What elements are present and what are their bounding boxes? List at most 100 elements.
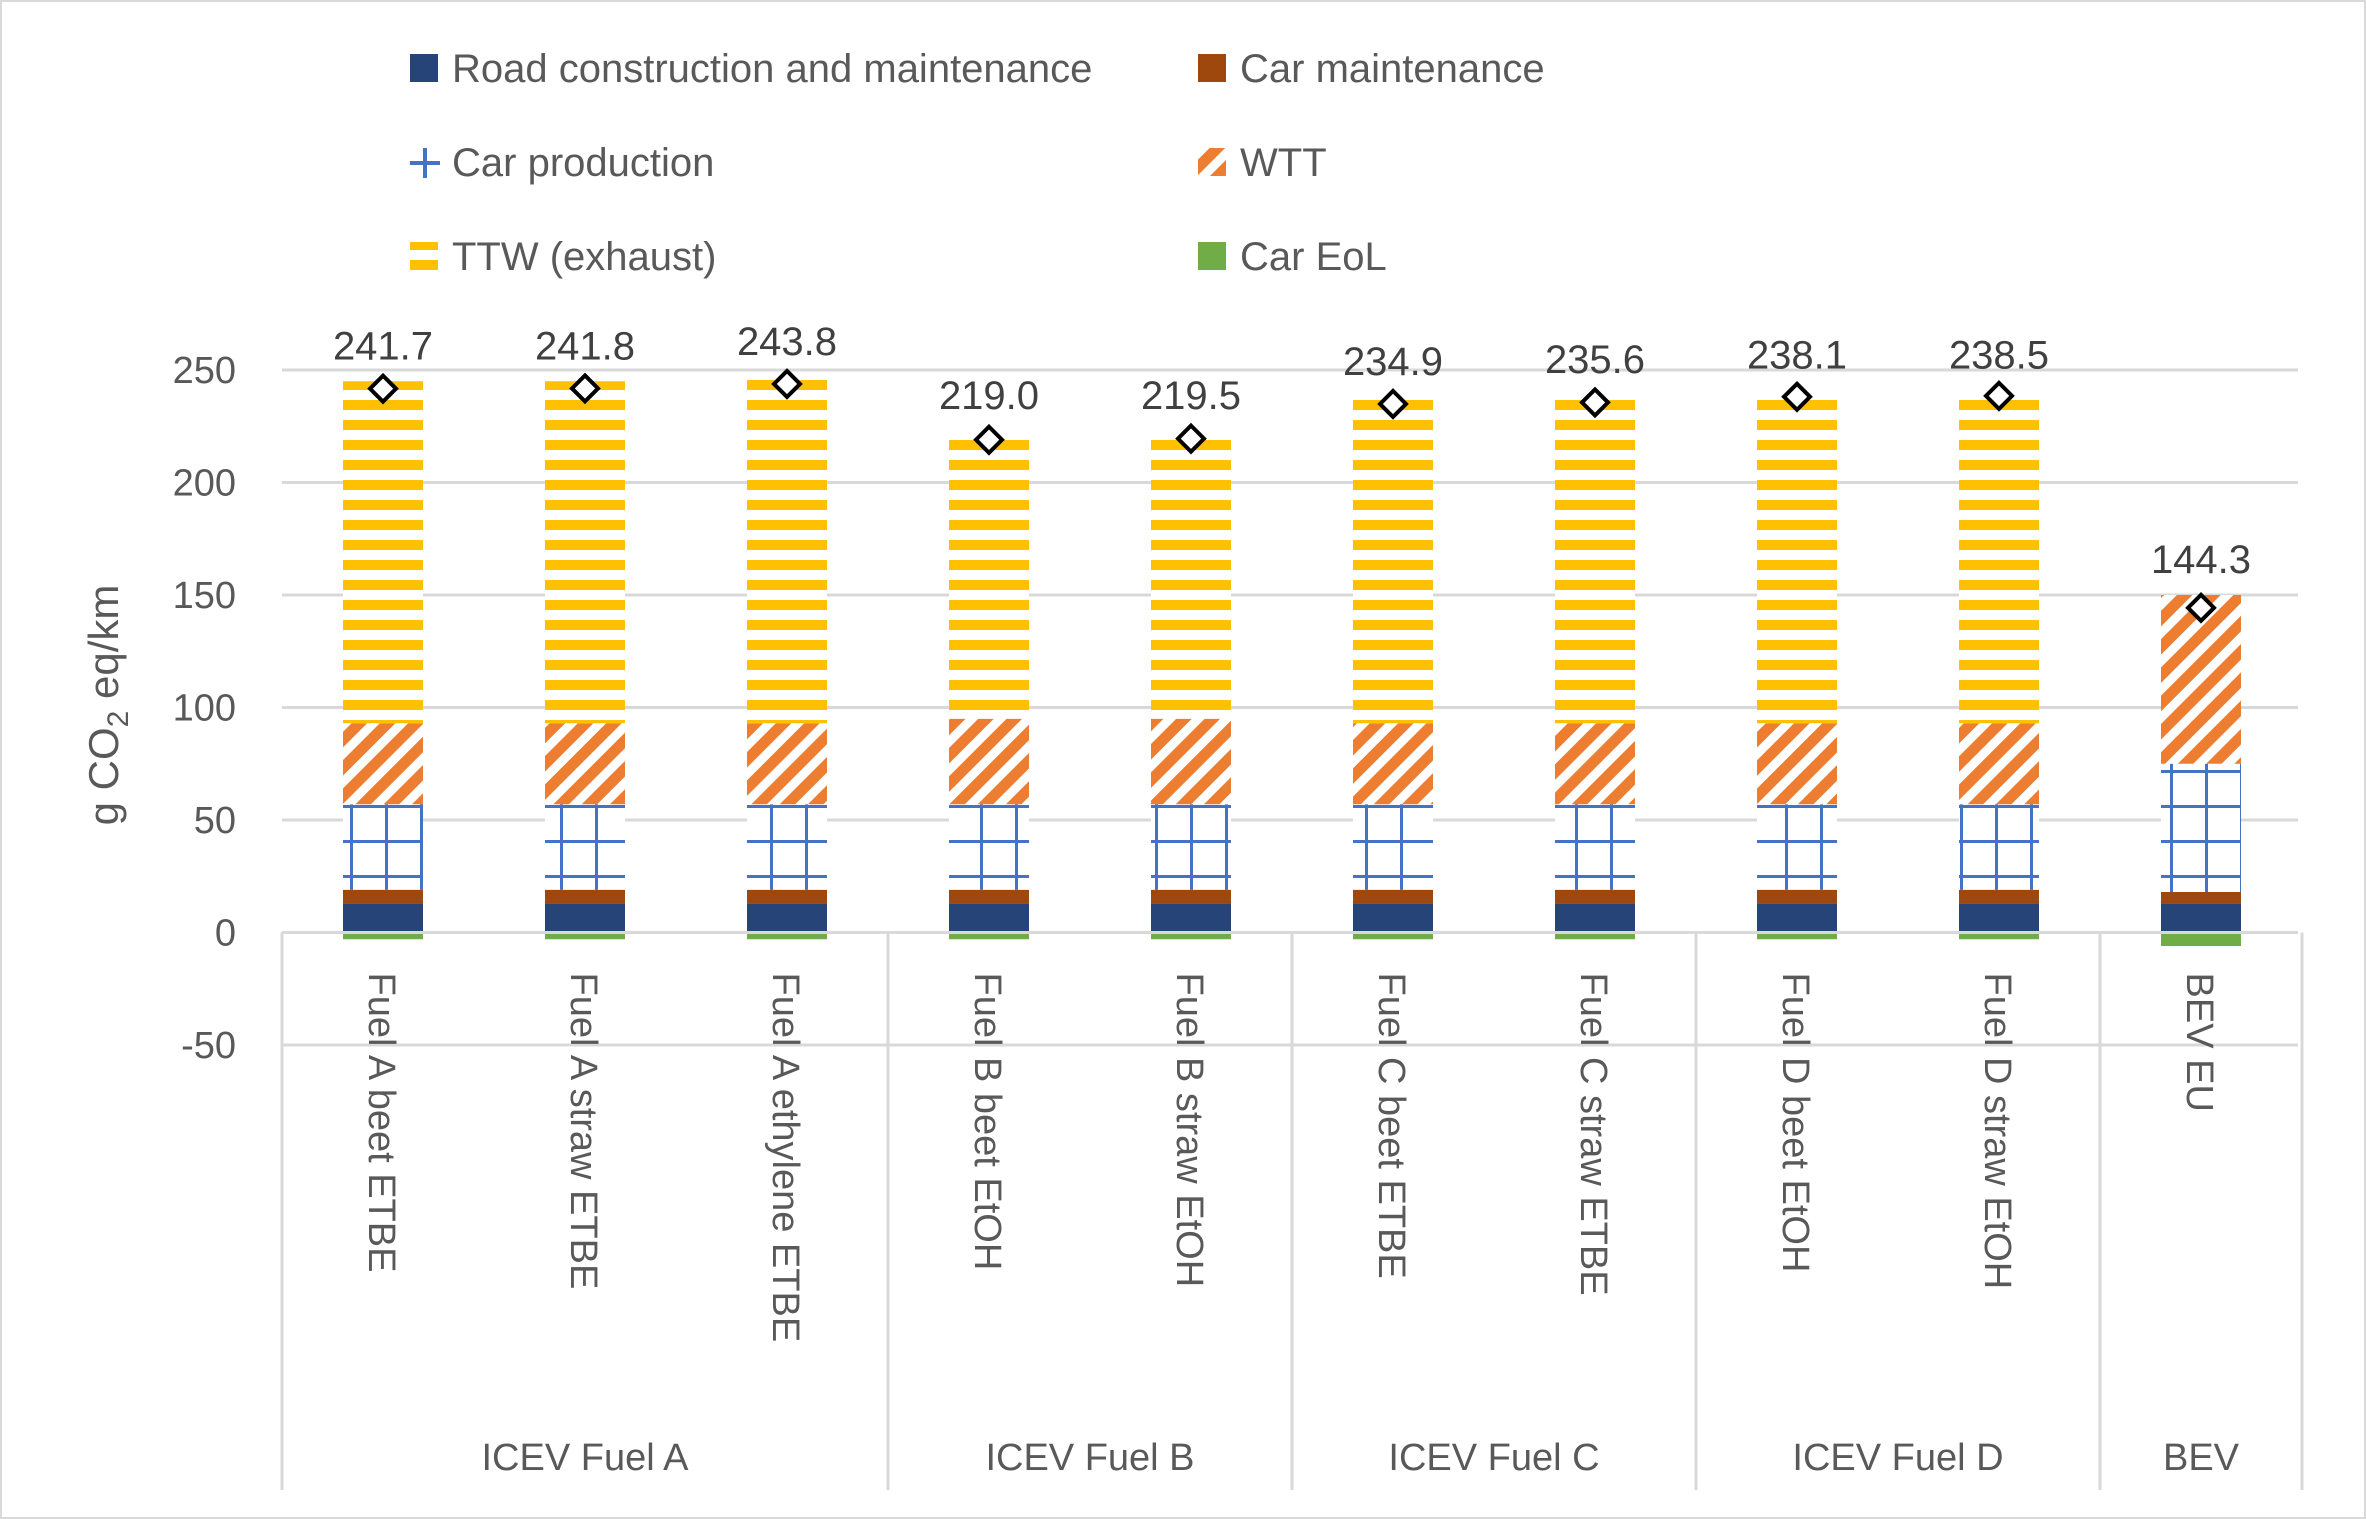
bar-segment-6 <box>545 932 625 940</box>
legend-key <box>410 54 438 82</box>
bar-segment-5 <box>747 376 827 724</box>
y-axis-title-part-1: g CO <box>80 727 127 825</box>
bar-segment-1 <box>1353 903 1433 933</box>
total-value-label: 241.7 <box>333 324 433 368</box>
group-label: ICEV Fuel C <box>1388 1437 1599 1479</box>
bar-segment-1 <box>1555 903 1635 933</box>
bar-segment-1 <box>747 903 827 933</box>
legend: Road construction and maintenance Car mai… <box>410 47 1545 279</box>
total-value-label: 219.5 <box>1141 374 1241 418</box>
bar-segment-1 <box>2161 903 2241 933</box>
total-value-label: 241.8 <box>535 324 635 368</box>
total-marker <box>367 372 399 405</box>
total-marker <box>569 372 601 405</box>
x-axis: Fuel A beet ETBE Fuel A straw ETBE Fuel A … <box>280 931 2304 1490</box>
total-value-label: 234.9 <box>1343 340 1443 384</box>
bar-segment-3 <box>1353 804 1433 890</box>
category-label: Fuel A straw ETBE <box>562 973 604 1290</box>
legend-label: Road construction and maintenance <box>452 47 1092 91</box>
category-label: Fuel C beet ETBE <box>1370 973 1412 1279</box>
bar-segment-6 <box>1959 932 2039 940</box>
category-label: Fuel B beet EtOH <box>966 973 1008 1271</box>
total-marker <box>1579 386 1611 419</box>
bar-segment-4 <box>343 723 423 805</box>
total-markers: 241.7 241.8 243.8 219.0 219.5 234.9 235.6 238.1… <box>333 320 2251 624</box>
y-axis-title: g CO2 eq/km <box>80 585 135 826</box>
total-value-label: 144.3 <box>2151 538 2251 582</box>
bar-segment-1 <box>1757 903 1837 933</box>
bar-segment-5 <box>545 381 625 724</box>
bar-segment-3 <box>1757 804 1837 890</box>
group-label: ICEV Fuel A <box>482 1437 690 1479</box>
bar-segment-5 <box>1353 397 1433 724</box>
y-tick-label: 200 <box>173 463 236 505</box>
total-marker <box>973 423 1005 456</box>
total-value-label: 243.8 <box>737 320 837 364</box>
category-label: BEV EU <box>2178 973 2220 1112</box>
bar-segment-4 <box>747 723 827 805</box>
category-label: Fuel A beet ETBE <box>360 973 402 1273</box>
y-tick-label: 0 <box>215 913 236 955</box>
total-value-label: 235.6 <box>1545 338 1645 382</box>
y-axis-title-part-3: eq/km <box>80 585 127 711</box>
bar-segment-2 <box>343 889 423 904</box>
category-label: Fuel D beet EtOH <box>1774 973 1816 1273</box>
bar-segment-5 <box>1151 430 1231 719</box>
bar-segment-1 <box>949 903 1029 933</box>
bar-segment-4 <box>1757 723 1837 805</box>
group-label: ICEV Fuel B <box>985 1437 1194 1479</box>
bar-segment-3 <box>1959 804 2039 890</box>
total-marker <box>771 368 803 400</box>
bars <box>343 376 2241 946</box>
total-marker <box>2185 591 2217 624</box>
bar-segment-2 <box>1555 889 1635 904</box>
legend-label: Car EoL <box>1240 235 1387 279</box>
legend-key <box>410 242 438 270</box>
total-marker <box>1983 380 2015 412</box>
category-label: Fuel A ethylene ETBE <box>764 973 806 1343</box>
bar-segment-6 <box>1757 932 1837 940</box>
legend-key <box>1198 54 1226 82</box>
total-value-label: 219.0 <box>939 374 1039 418</box>
bar-segment-2 <box>2161 892 2241 904</box>
bar-segment-6 <box>1353 932 1433 940</box>
category-label: Fuel B straw EtOH <box>1168 973 1210 1288</box>
legend-key <box>410 148 440 178</box>
bar-segment-4 <box>1353 723 1433 805</box>
total-marker <box>1175 422 1207 455</box>
bar-segment-3 <box>343 804 423 890</box>
bar-segment-3 <box>545 804 625 890</box>
legend-label: Car maintenance <box>1240 47 1545 91</box>
bar-segment-2 <box>747 889 827 904</box>
group-label: ICEV Fuel D <box>1792 1437 2003 1479</box>
legend-key <box>1198 242 1226 270</box>
group-label: BEV <box>2163 1437 2240 1479</box>
bar-segment-4 <box>1555 723 1635 805</box>
bar-segment-6 <box>2161 932 2241 946</box>
bar-segment-6 <box>1555 932 1635 940</box>
bar-segment-2 <box>1959 889 2039 904</box>
bar-segment-3 <box>1151 804 1231 890</box>
total-marker <box>1781 380 1813 413</box>
bar-segment-3 <box>747 804 827 890</box>
bar-segment-1 <box>1959 903 2039 933</box>
bar-segment-2 <box>1353 889 1433 904</box>
bar-segment-5 <box>949 430 1029 719</box>
bar-segment-4 <box>1959 723 2039 805</box>
bar-segment-6 <box>949 932 1029 940</box>
bar-segment-4 <box>949 718 1029 805</box>
category-label: Fuel D straw EtOH <box>1976 973 2018 1290</box>
y-tick-label: 250 <box>173 350 236 392</box>
bar-segment-1 <box>1151 903 1231 933</box>
bar-segment-1 <box>545 903 625 933</box>
bar-segment-6 <box>343 932 423 940</box>
y-tick-label: -50 <box>181 1025 236 1067</box>
bar-segment-2 <box>949 889 1029 904</box>
y-tick-label: 100 <box>173 688 236 730</box>
bar-segment-2 <box>1151 889 1231 904</box>
legend-label: WTT <box>1240 141 1327 185</box>
y-tick-label: 50 <box>194 800 236 842</box>
bar-segment-4 <box>1151 718 1231 805</box>
